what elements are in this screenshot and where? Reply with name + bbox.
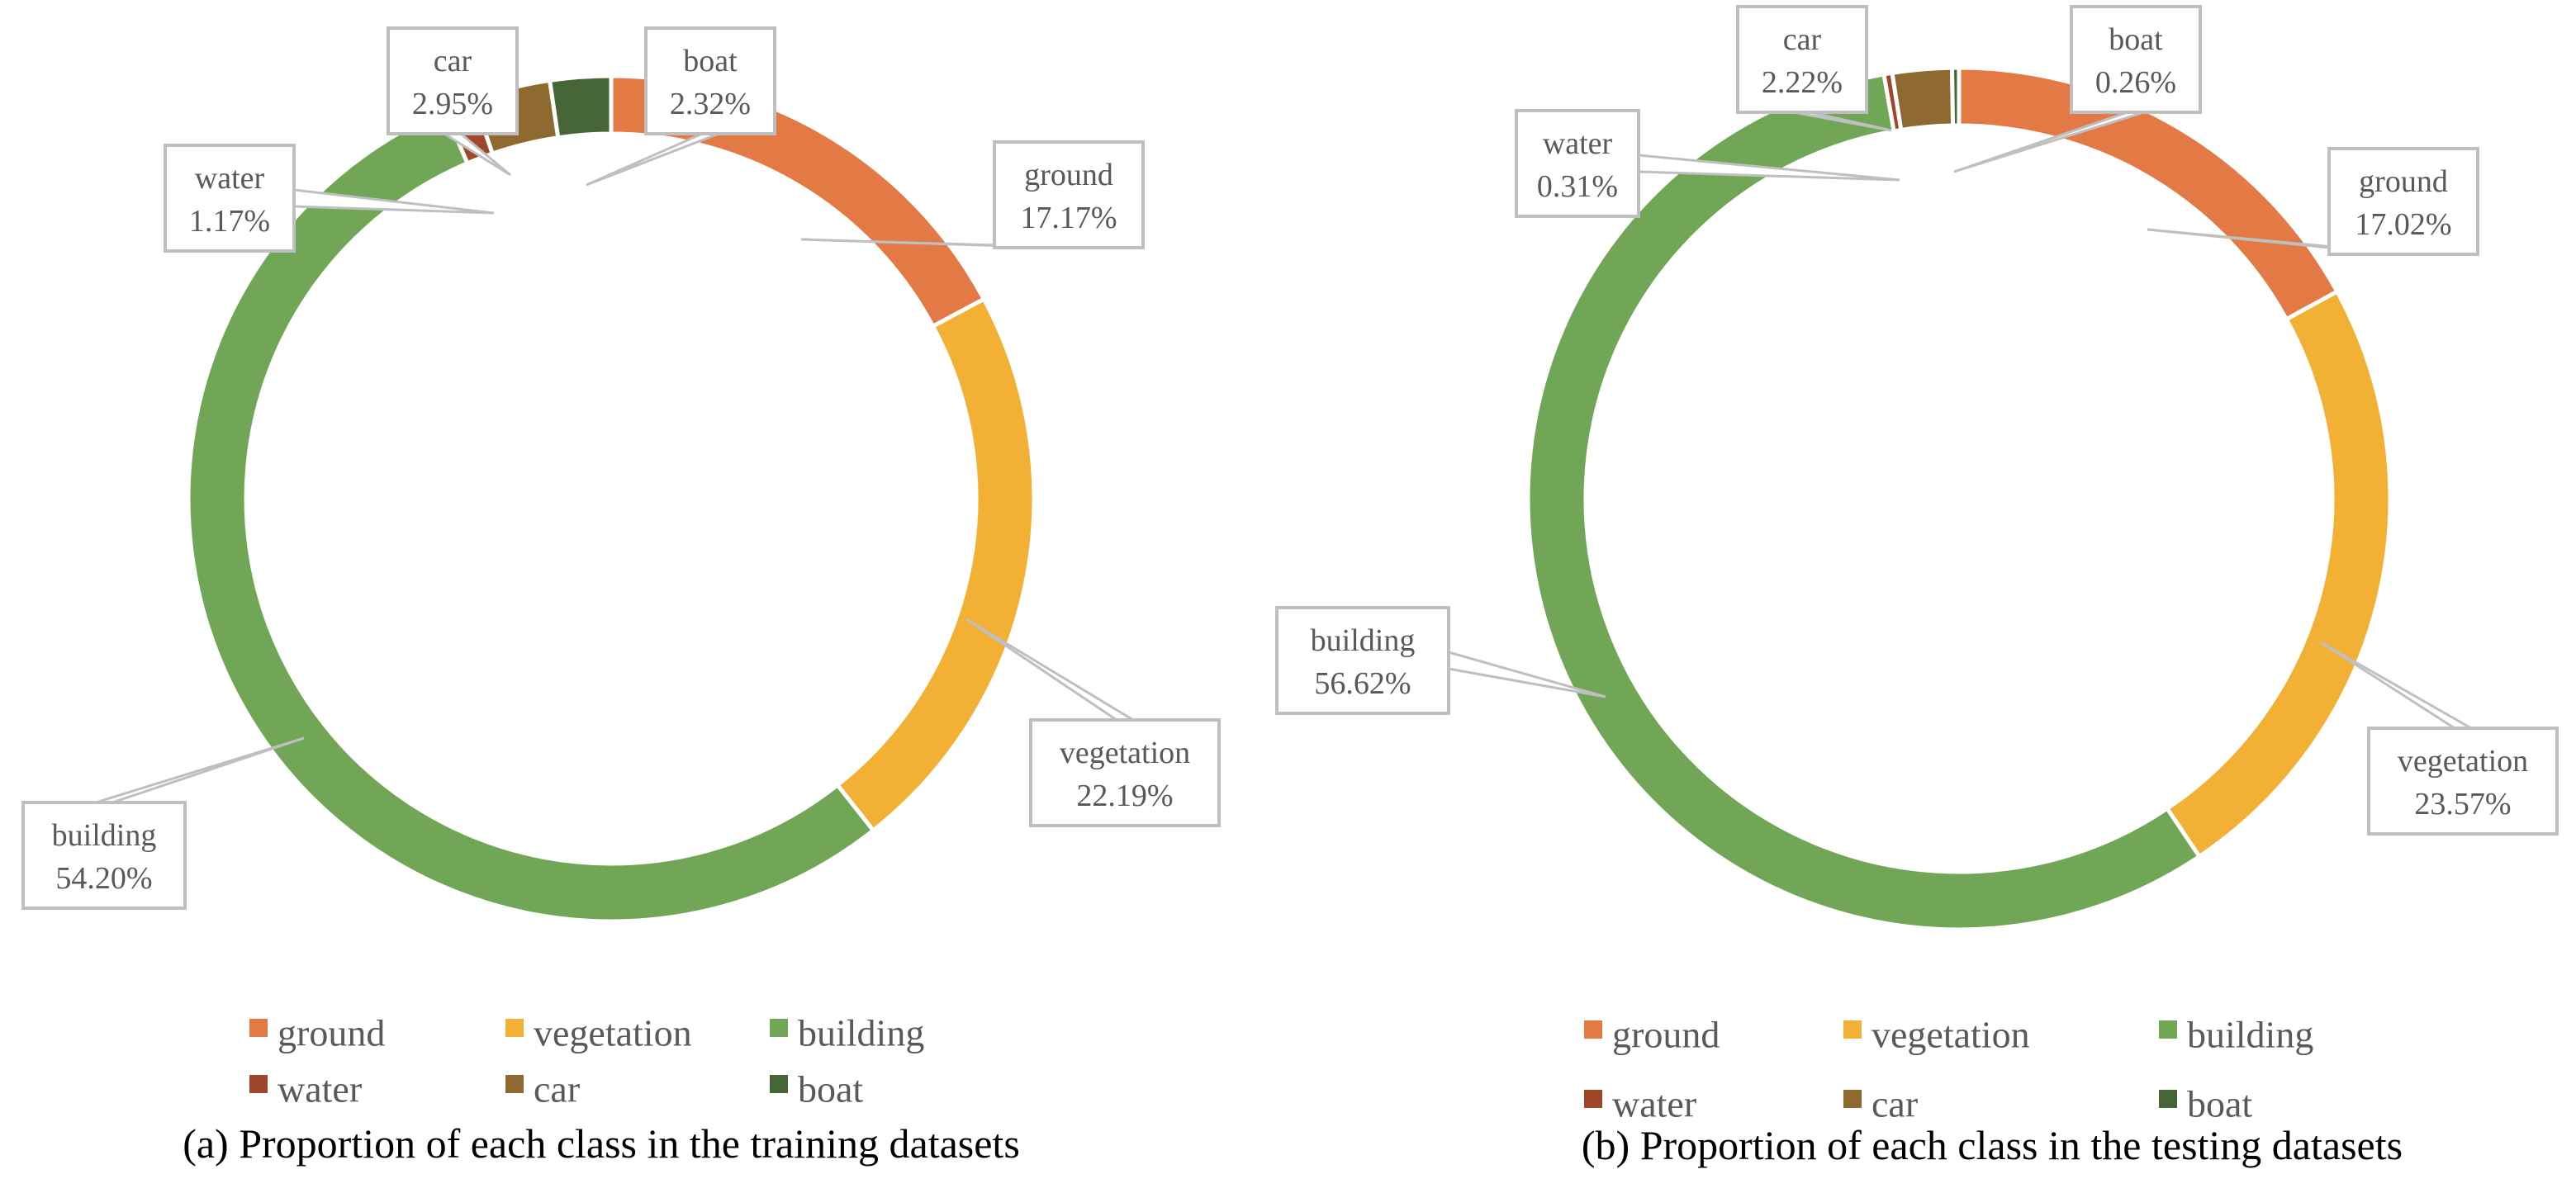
chart-a-label-name-car: car: [434, 44, 472, 78]
chart-a-label-box-ground: [993, 140, 1145, 249]
chart-a-legend-swatch-building: [770, 1019, 788, 1037]
chart-a-slice-vegetation: [834, 296, 1037, 834]
chart-a-label-name-water: water: [195, 161, 265, 196]
chart-b-label-name-building: building: [1311, 623, 1416, 658]
chart-a-label-name-building: building: [52, 818, 157, 853]
chart-b-label-value-water: 0.31%: [1537, 169, 1618, 204]
chart-b-label-value-vegetation: 23.57%: [2414, 787, 2511, 821]
chart-b-legend-label-car: car: [1872, 1083, 1918, 1125]
chart-a-label-box-boat: [644, 26, 776, 135]
chart-b-legend-swatch-car: [1843, 1090, 1862, 1108]
chart-b-label-box-water: [1515, 109, 1640, 218]
chart-b-label-boat: boat 0.26%: [1953, 5, 2202, 173]
chart-b-legend-item-car: car: [1843, 1083, 1918, 1125]
chart-a: ground 17.17% vegetation 22.19% building 54.2…: [21, 26, 1221, 1167]
chart-a-label-name-boat: boat: [683, 44, 738, 78]
chart-a-label-value-building: 54.20%: [55, 861, 152, 896]
chart-b-legend-label-boat: boat: [2187, 1083, 2252, 1125]
chart-b-legend-swatch-ground: [1584, 1020, 1602, 1039]
chart-a-label-ground: ground 17.17%: [800, 140, 1145, 249]
chart-a-legend-swatch-ground: [249, 1019, 268, 1037]
chart-b-label-value-ground: 17.02%: [2355, 207, 2451, 242]
chart-a-leader-boat: [586, 132, 719, 187]
chart-b-slice-vegetation: [2164, 288, 2393, 859]
chart-a-legend-item-building: building: [770, 1012, 924, 1054]
chart-b-legend-swatch-boat: [2159, 1090, 2177, 1108]
chart-b-legend-label-ground: ground: [1612, 1014, 1720, 1056]
chart-b-label-box-boat: [2070, 5, 2202, 114]
chart-a-legend-label-ground: ground: [278, 1012, 385, 1054]
chart-b-label-box-building: [1275, 606, 1450, 715]
chart-a-label-car: car 2.95%: [387, 26, 519, 177]
chart-b-legend-item-vegetation: vegetation: [1843, 1014, 2030, 1056]
chart-a-label-value-boat: 2.32%: [670, 87, 751, 121]
chart-a-label-value-vegetation: 22.19%: [1076, 779, 1173, 813]
chart-b-label-box-vegetation: [2367, 727, 2559, 836]
chart-a-caption: (a) Proportion of each class in the trai…: [183, 1120, 1020, 1167]
chart-b-legend-label-vegetation: vegetation: [1872, 1014, 2030, 1056]
chart-b-label-box-ground: [2327, 147, 2479, 256]
chart-b-label-building: building 56.62%: [1275, 606, 1606, 715]
chart-b-slice-car: [1890, 65, 1956, 133]
chart-b-label-value-building: 56.62%: [1314, 666, 1411, 701]
chart-b-label-name-ground: ground: [2359, 164, 2448, 199]
chart-b-slice-boat: [1949, 65, 1962, 128]
chart-b-label-name-car: car: [1783, 22, 1822, 57]
chart-a-label-name-vegetation: vegetation: [1060, 736, 1190, 770]
chart-b-label-value-car: 2.22%: [1762, 65, 1843, 100]
chart-a-legend-item-ground: ground: [249, 1012, 385, 1054]
chart-a-label-box-vegetation: [1029, 718, 1221, 827]
chart-b-legend-item-water: water: [1584, 1083, 1696, 1125]
chart-b-label-water: water 0.31%: [1515, 109, 1900, 218]
chart-a-label-value-ground: 17.17%: [1020, 201, 1117, 235]
chart-b-legend-item-ground: ground: [1584, 1014, 1720, 1056]
chart-b-label-box-car: [1736, 5, 1868, 114]
chart-a-slice-boat: [547, 73, 614, 140]
chart-a-label-box-water: [164, 144, 296, 253]
chart-a-legend-swatch-water: [249, 1075, 268, 1093]
chart-a-label-building: building 54.20%: [21, 736, 305, 910]
chart-b-label-name-boat: boat: [2109, 22, 2163, 57]
chart-a-legend-swatch-car: [505, 1075, 524, 1093]
chart-a-leader-building: [95, 736, 305, 804]
chart-b-label-car: car 2.22%: [1736, 5, 1892, 132]
chart-a-legend-label-vegetation: vegetation: [534, 1012, 692, 1054]
chart-a-label-name-ground: ground: [1024, 158, 1113, 192]
chart-a-label-value-water: 1.17%: [189, 204, 270, 239]
chart-b-legend-label-building: building: [2187, 1014, 2313, 1056]
chart-a-legend-label-water: water: [278, 1068, 362, 1110]
chart-b-legend-swatch-water: [1584, 1090, 1602, 1108]
chart-a-legend-item-boat: boat: [770, 1068, 863, 1110]
chart-b-caption: (b) Proportion of each class in the test…: [1582, 1122, 2403, 1168]
chart-a-label-water: water 1.17%: [164, 144, 495, 253]
chart-b-label-name-vegetation: vegetation: [2398, 744, 2528, 779]
chart-a-label-value-car: 2.95%: [412, 87, 493, 121]
chart-b-label-ground: ground 17.02%: [2147, 147, 2479, 256]
chart-a-legend-label-building: building: [798, 1012, 924, 1054]
chart-b: ground 17.02% vegetation 23.57% building 56.6…: [1275, 5, 2559, 1168]
chart-a-legend-item-water: water: [249, 1068, 362, 1110]
chart-b-label-value-boat: 0.26%: [2095, 65, 2176, 100]
chart-a-legend-swatch-vegetation: [505, 1019, 524, 1037]
chart-b-label-vegetation: vegetation 23.57%: [2320, 641, 2559, 836]
chart-b-legend-label-water: water: [1612, 1083, 1696, 1125]
chart-a-legend-item-vegetation: vegetation: [505, 1012, 692, 1054]
chart-a-legend-item-car: car: [505, 1068, 580, 1110]
chart-a-legend-label-boat: boat: [798, 1068, 863, 1110]
chart-a-legend-label-car: car: [534, 1068, 580, 1110]
chart-a-label-box-building: [21, 801, 187, 910]
chart-b-legend-swatch-vegetation: [1843, 1020, 1862, 1039]
chart-b-legend-swatch-building: [2159, 1020, 2177, 1039]
chart-a-label-box-car: [387, 26, 519, 135]
chart-b-legend-item-boat: boat: [2159, 1083, 2252, 1125]
chart-b-legend-item-building: building: [2159, 1014, 2313, 1056]
chart-b-label-name-water: water: [1543, 126, 1613, 161]
chart-a-label-boat: boat 2.32%: [586, 26, 776, 187]
chart-a-label-vegetation: vegetation 22.19%: [965, 618, 1221, 827]
chart-a-legend-swatch-boat: [770, 1075, 788, 1093]
